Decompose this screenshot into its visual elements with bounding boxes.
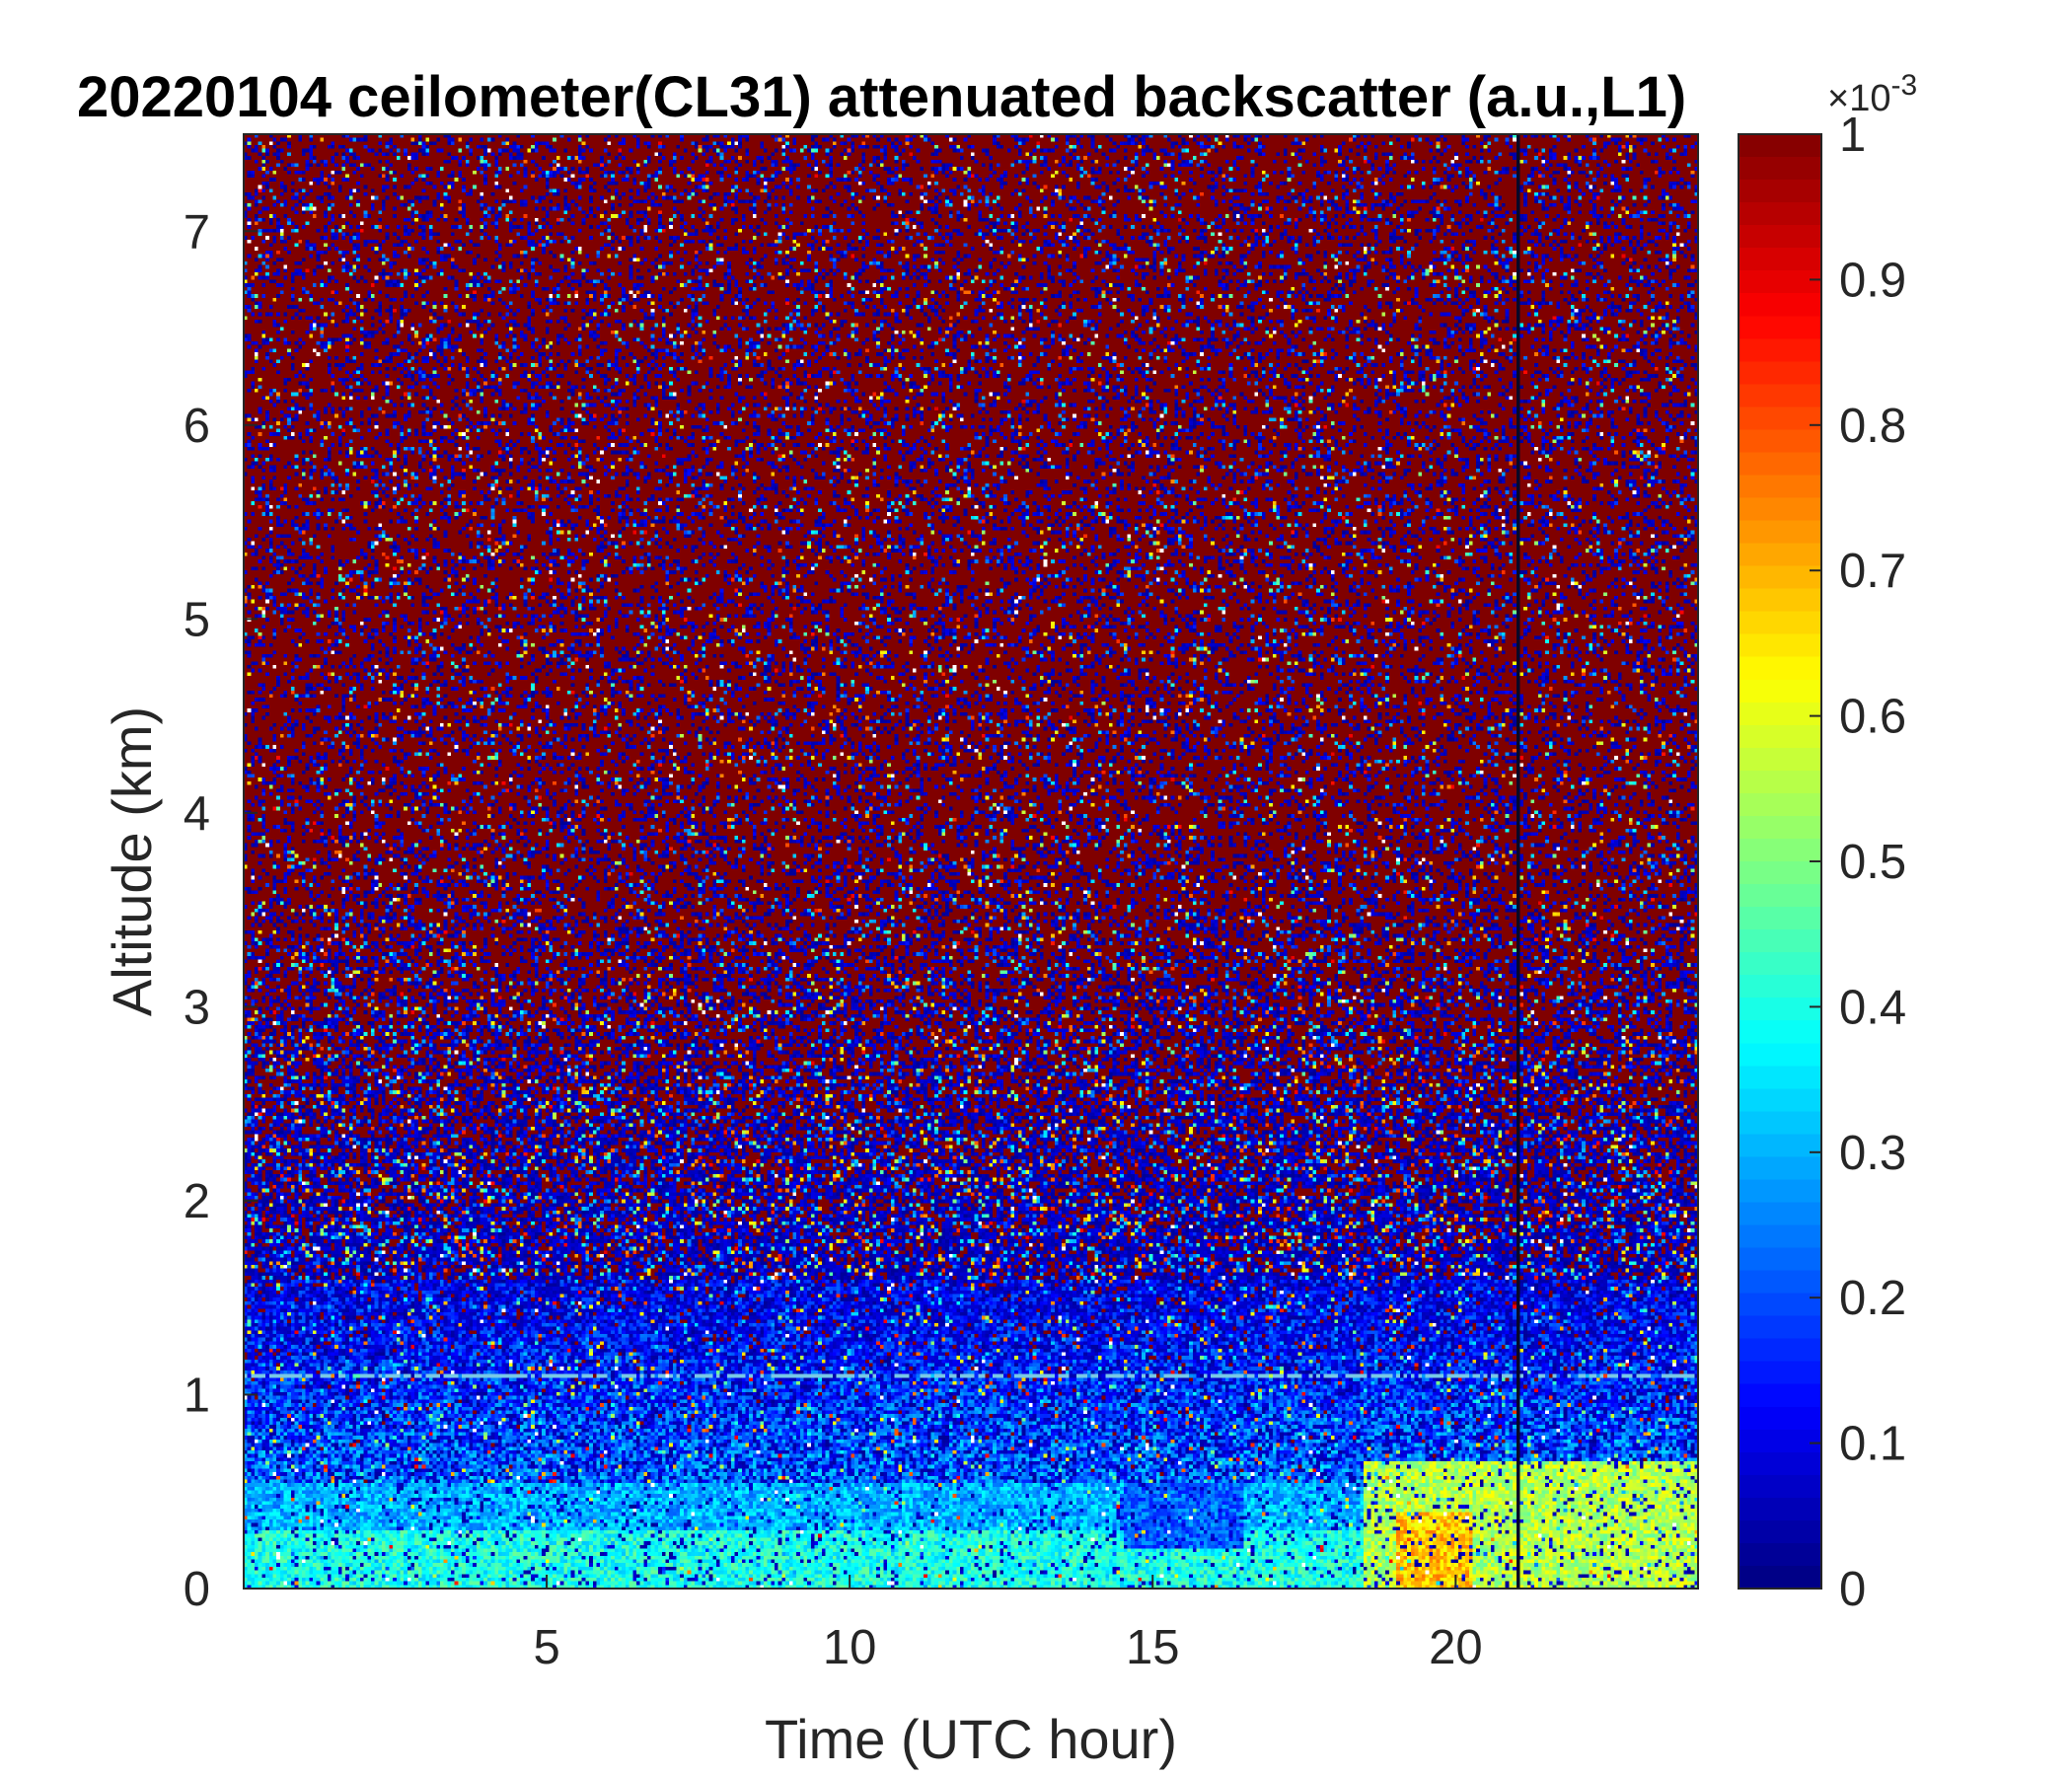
x-axis-label: Time (UTC hour) [765,1708,1177,1770]
y-axis-ticks: 0 1 2 3 4 5 6 7 [184,205,258,1616]
colorbar-tick-label: 0.3 [1839,1127,1906,1180]
colorbar-multiplier: ×10-3 [1827,69,1917,119]
x-tick-label: 20 [1429,1621,1483,1674]
backscatter-heatmap [244,134,1698,1589]
x-tick-label: 15 [1126,1621,1180,1674]
y-tick-label: 6 [184,400,210,453]
colorbar-ticks: 0 0.1 0.2 0.3 0.4 0.5 0.6 0.7 0.8 0.9 1 [1810,109,1906,1616]
y-tick-label: 1 [184,1369,210,1422]
colorbar-tick-label: 0 [1839,1563,1866,1616]
heatmap-plot-area [243,133,1699,1590]
x-tick-label: 5 [533,1621,559,1674]
y-tick-label: 7 [184,205,210,259]
y-tick-label: 0 [184,1563,210,1616]
x-axis-ticks: 5 10 15 20 [533,1575,1483,1674]
y-tick-label: 3 [184,981,210,1034]
y-axis-label: Altitude (km) [101,706,163,1016]
colorbar-tick-label: 0.8 [1839,400,1906,453]
y-tick-label: 4 [184,787,210,841]
colorbar-tick-label: 0.7 [1839,545,1906,598]
colorbar-tick-label: 0.5 [1839,836,1906,889]
colorbar-gradient [1739,134,1821,1589]
colorbar: 0 0.1 0.2 0.3 0.4 0.5 0.6 0.7 0.8 0.9 1 [1738,109,1906,1616]
x-tick-label: 10 [823,1621,877,1674]
y-tick-label: 2 [184,1175,210,1228]
colorbar-tick-label: 0.4 [1839,981,1906,1034]
plot-area-frame [243,133,1699,1590]
colorbar-tick-label: 0.9 [1839,254,1906,307]
chart-title: 20220104 ceilometer(CL31) attenuated bac… [77,65,1686,129]
colorbar-tick-label: 0.2 [1839,1272,1906,1325]
colorbar-tick-label: 0.1 [1839,1418,1906,1471]
y-tick-label: 5 [184,593,210,646]
colorbar-tick-label: 1 [1839,109,1866,162]
colorbar-tick-label: 0.6 [1839,691,1906,744]
